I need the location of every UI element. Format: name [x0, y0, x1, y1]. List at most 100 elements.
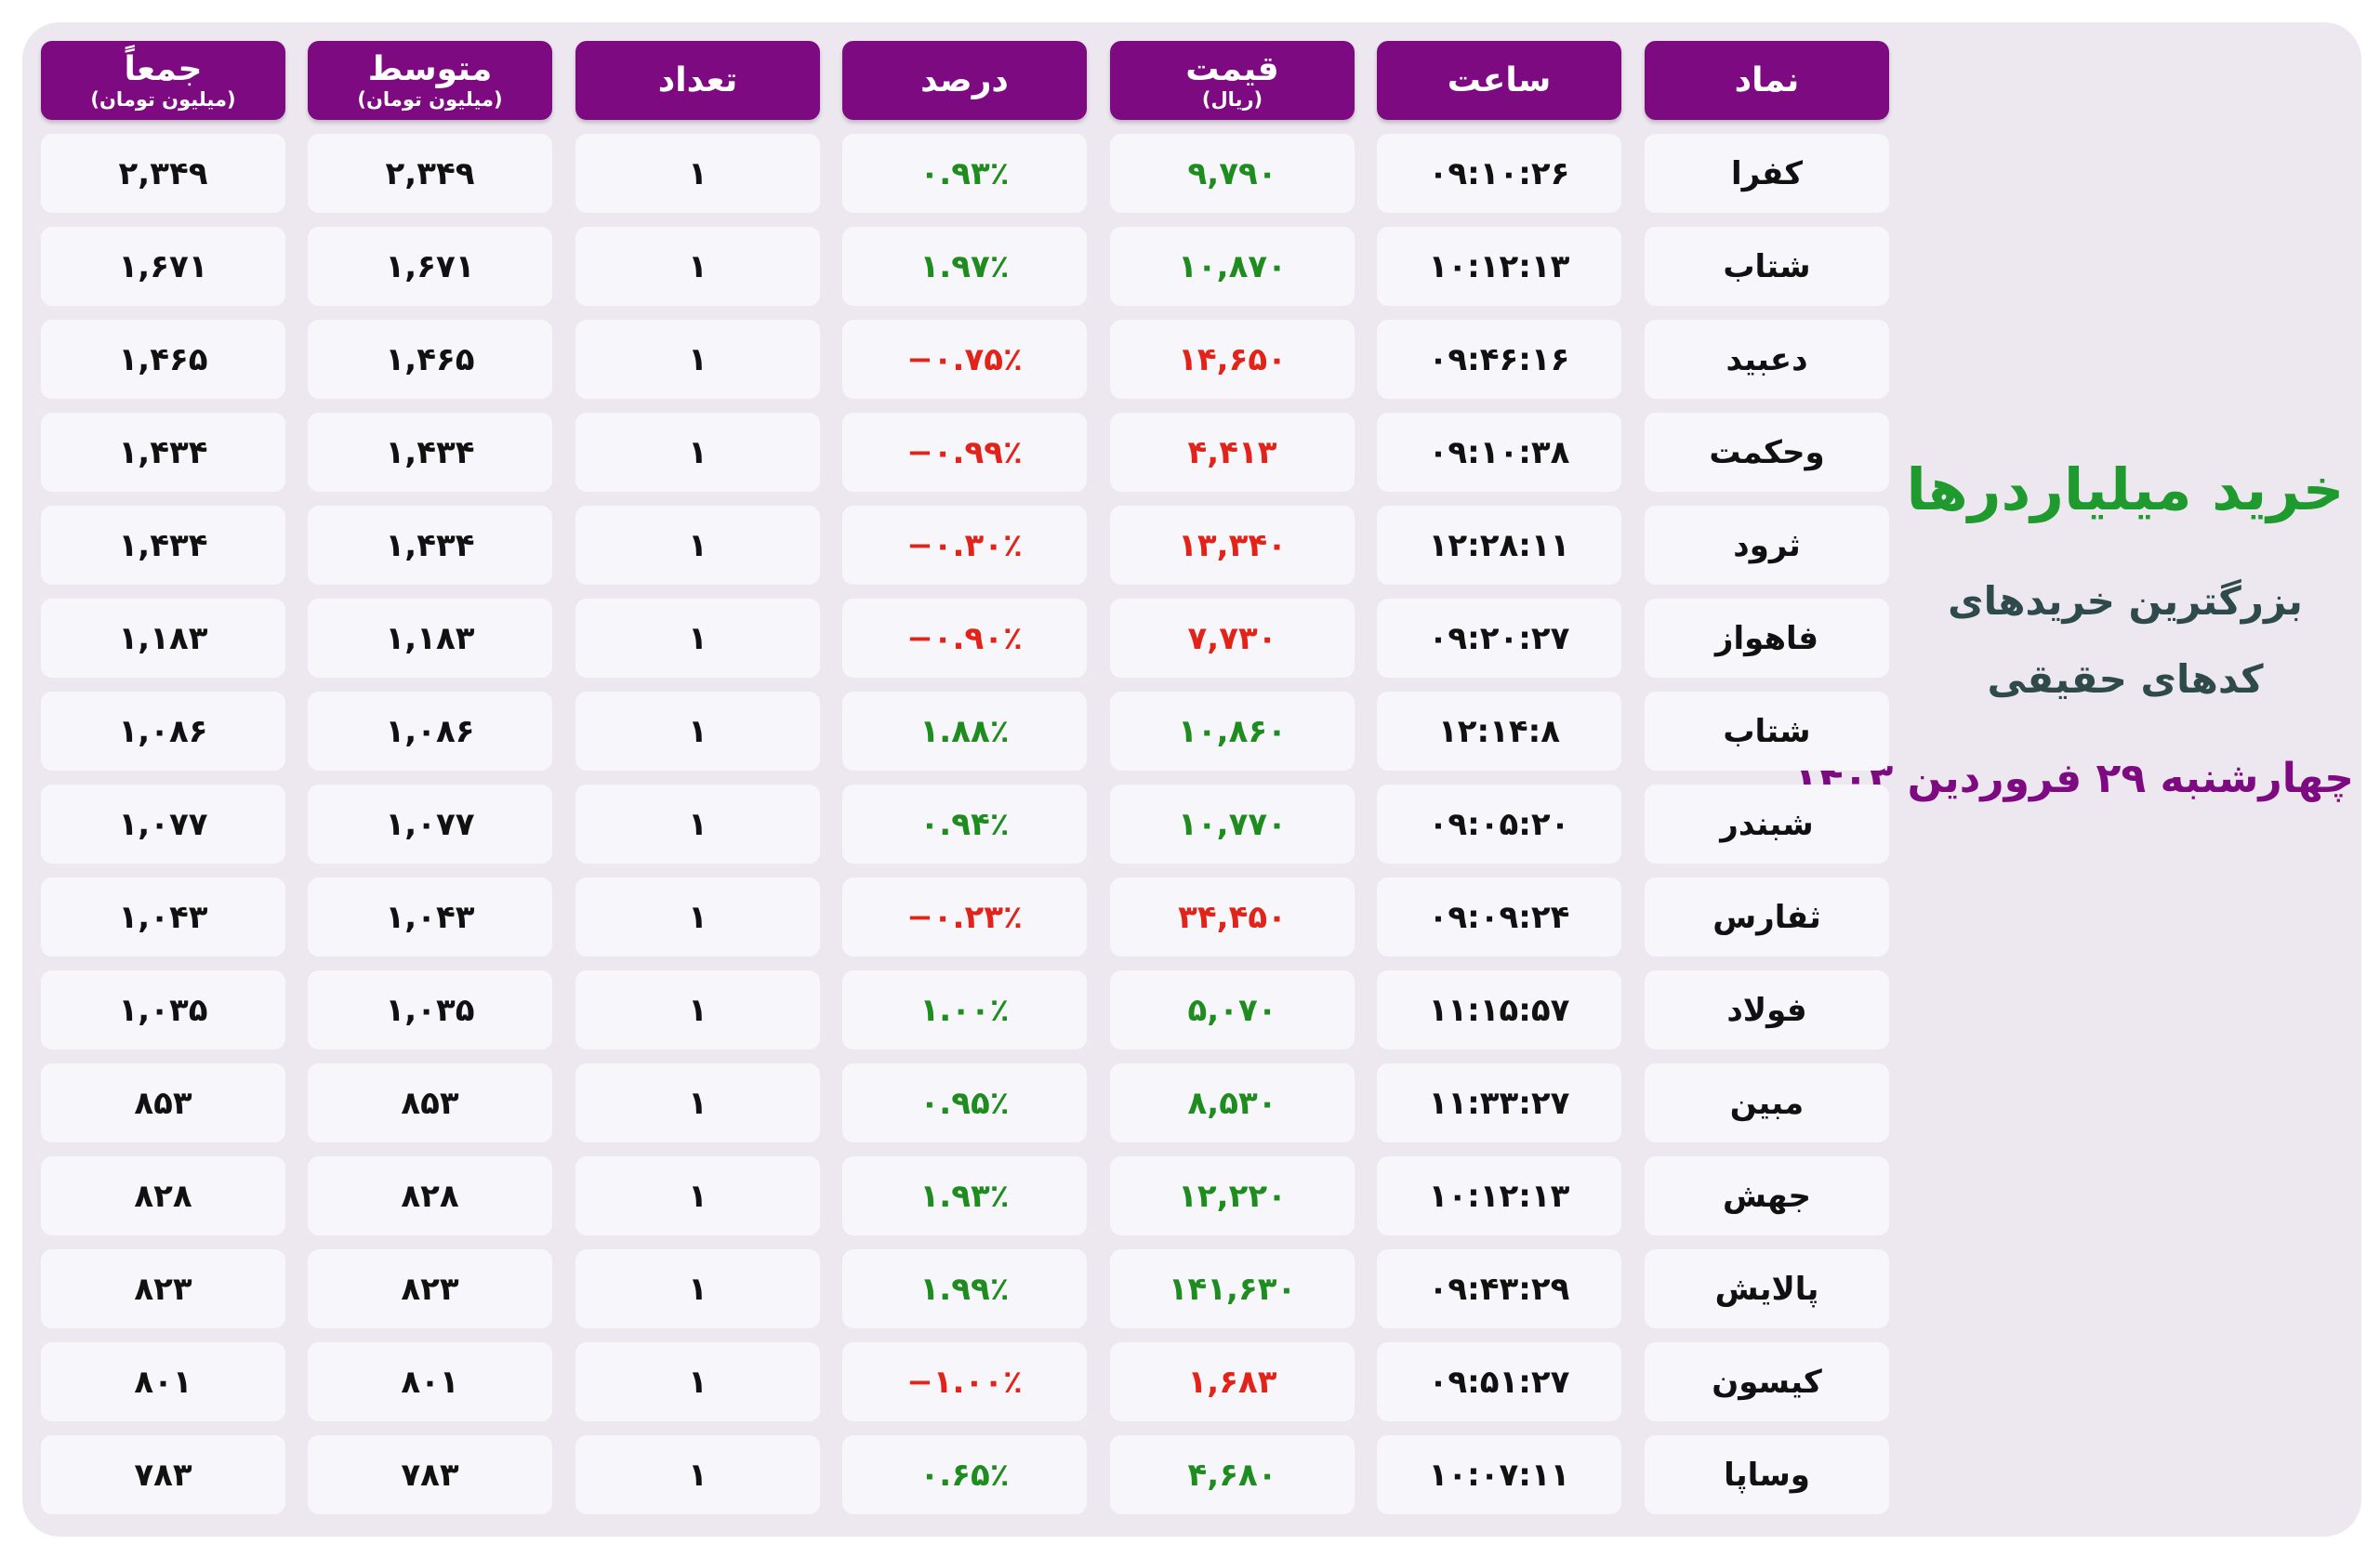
- cell-value: ۱.۹۳٪: [919, 1177, 1010, 1215]
- cell-value: ۱,۰۷۷: [118, 805, 208, 843]
- cell-value: ۸۲۳: [401, 1270, 459, 1308]
- cell-value: ۸۰۱: [401, 1363, 459, 1401]
- cell-value: ۱,۶۸۳: [1187, 1363, 1277, 1401]
- table-cell: وساپا: [1645, 1435, 1889, 1514]
- cell-value: ۱,۰۳۵: [385, 991, 475, 1029]
- table-cell: −۰.۹۹٪: [842, 413, 1087, 492]
- table-cell: ۷,۷۳۰: [1110, 599, 1355, 678]
- header-cell: ساعت: [1377, 41, 1621, 120]
- table-cell: ۱,۰۳۵: [308, 970, 552, 1049]
- header-unit: (ریال): [1201, 87, 1263, 111]
- table-cell: ۰۹:۱۰:۲۶: [1377, 134, 1621, 213]
- cell-value: ۱,۴۳۴: [118, 526, 208, 564]
- cell-value: ۰۹:۰۹:۲۴: [1428, 898, 1570, 936]
- table-cell: ۱۰,۸۶۰: [1110, 692, 1355, 771]
- header-label: درصد: [920, 60, 1009, 99]
- cell-value: ۰۹:۱۰:۲۶: [1428, 154, 1570, 192]
- cell-value: ۱: [688, 154, 707, 192]
- symbol: شبندر: [1720, 805, 1814, 843]
- symbol: کیسون: [1712, 1363, 1822, 1401]
- table-cell: ۱,۰۸۶: [41, 692, 285, 771]
- table-cell: دعبید: [1645, 320, 1889, 399]
- table-cell: ۱۲,۲۲۰: [1110, 1156, 1355, 1235]
- header-label: ساعت: [1447, 60, 1552, 99]
- symbol: دعبید: [1726, 340, 1808, 378]
- header-cell: متوسط (میلیون تومان): [308, 41, 552, 120]
- cell-value: ۱: [688, 991, 707, 1029]
- table-cell: ۱۲:۱۴:۸: [1377, 692, 1621, 771]
- table-cell: ۱: [575, 506, 820, 585]
- symbol: فولاد: [1726, 991, 1807, 1029]
- symbol: ثرود: [1733, 526, 1801, 564]
- cell-value: ۰.۹۳٪: [919, 154, 1010, 192]
- header-cell: جمعاً (میلیون تومان): [41, 41, 285, 120]
- table-cell: ۱۳,۳۴۰: [1110, 506, 1355, 585]
- cell-value: ۰۹:۰۵:۲۰: [1428, 805, 1570, 843]
- table-cell: ۱,۶۷۱: [41, 227, 285, 306]
- table-cell: ۹,۷۹۰: [1110, 134, 1355, 213]
- header-label: نماد: [1734, 60, 1800, 99]
- table-cell: ۱: [575, 1342, 820, 1421]
- table-cell: ۸۰۱: [41, 1342, 285, 1421]
- cell-value: ۱,۶۷۱: [118, 247, 208, 285]
- table-cell: ۰۹:۲۰:۲۷: [1377, 599, 1621, 678]
- table-cell: فولاد: [1645, 970, 1889, 1049]
- table-cell: ۲,۳۴۹: [41, 134, 285, 213]
- cell-value: ۱,۴۳۴: [118, 433, 208, 471]
- cell-value: ۷۸۳: [401, 1456, 459, 1494]
- symbol: فاهواز: [1714, 619, 1819, 657]
- header-unit: (میلیون تومان): [357, 87, 503, 111]
- symbol: شتاب: [1723, 247, 1811, 285]
- cell-value: ۱.۹۹٪: [919, 1270, 1010, 1308]
- table-cell: ۱: [575, 692, 820, 771]
- table-cell: ۱: [575, 1435, 820, 1514]
- table-cell: −۰.۷۵٪: [842, 320, 1087, 399]
- table-cell: ۸,۵۳۰: [1110, 1063, 1355, 1142]
- cell-value: ۱: [688, 1456, 707, 1494]
- symbol: کفرا: [1730, 154, 1804, 192]
- cell-value: ۱: [688, 526, 707, 564]
- cell-value: ۱,۴۳۴: [385, 526, 475, 564]
- table-cell: ۱۰:۱۲:۱۳: [1377, 1156, 1621, 1235]
- cell-value: ۸,۵۳۰: [1187, 1084, 1277, 1122]
- cell-value: ۱۱:۳۳:۲۷: [1428, 1084, 1570, 1122]
- table-cell: ۸۵۳: [308, 1063, 552, 1142]
- table-cell: ۱,۱۸۳: [41, 599, 285, 678]
- panel-subtitle: بزرگترین خریدهای: [1948, 578, 2303, 624]
- table-cell: ۷۸۳: [41, 1435, 285, 1514]
- table-cell: ۱.۹۹٪: [842, 1249, 1087, 1328]
- table-cell: ۱۲:۲۸:۱۱: [1377, 506, 1621, 585]
- table-cell: ۱,۰۷۷: [41, 785, 285, 864]
- table-cell: ۸۵۳: [41, 1063, 285, 1142]
- table-cell: ۱,۰۳۵: [41, 970, 285, 1049]
- cell-value: ۴,۶۸۰: [1187, 1456, 1277, 1494]
- cell-value: ۱,۰۴۳: [385, 898, 475, 936]
- cell-value: ۰.۹۵٪: [919, 1084, 1010, 1122]
- cell-value: ۹,۷۹۰: [1187, 154, 1277, 192]
- table-cell: ۸۲۸: [41, 1156, 285, 1235]
- table-cell: ۱: [575, 1063, 820, 1142]
- table-cell: ۸۲۸: [308, 1156, 552, 1235]
- cell-value: ۰.۹۴٪: [919, 805, 1010, 843]
- table-cell: ۸۲۳: [41, 1249, 285, 1328]
- cell-value: ۱: [688, 433, 707, 471]
- table-cell: ۰۹:۴۶:۱۶: [1377, 320, 1621, 399]
- table-cell: ۱۰:۰۷:۱۱: [1377, 1435, 1621, 1514]
- table-cell: ۱۴۱,۶۳۰: [1110, 1249, 1355, 1328]
- cell-value: ۱: [688, 1270, 707, 1308]
- header-label: قیمت: [1185, 49, 1279, 88]
- table-cell: ۰۹:۴۳:۲۹: [1377, 1249, 1621, 1328]
- header-cell: قیمت (ریال): [1110, 41, 1355, 120]
- cell-value: ۱,۰۳۵: [118, 991, 208, 1029]
- table-cell: شتاب: [1645, 692, 1889, 771]
- table-cell: شتاب: [1645, 227, 1889, 306]
- cell-value: ۱۳,۳۴۰: [1178, 526, 1287, 564]
- cell-value: ۷,۷۳۰: [1187, 619, 1277, 657]
- table-cell: فاهواز: [1645, 599, 1889, 678]
- table-cell: ۱,۰۴۳: [308, 877, 552, 957]
- table-cell: ۱: [575, 970, 820, 1049]
- table-cell: ۱: [575, 227, 820, 306]
- cell-value: ۱,۱۸۳: [118, 619, 208, 657]
- cell-value: ۱,۰۴۳: [118, 898, 208, 936]
